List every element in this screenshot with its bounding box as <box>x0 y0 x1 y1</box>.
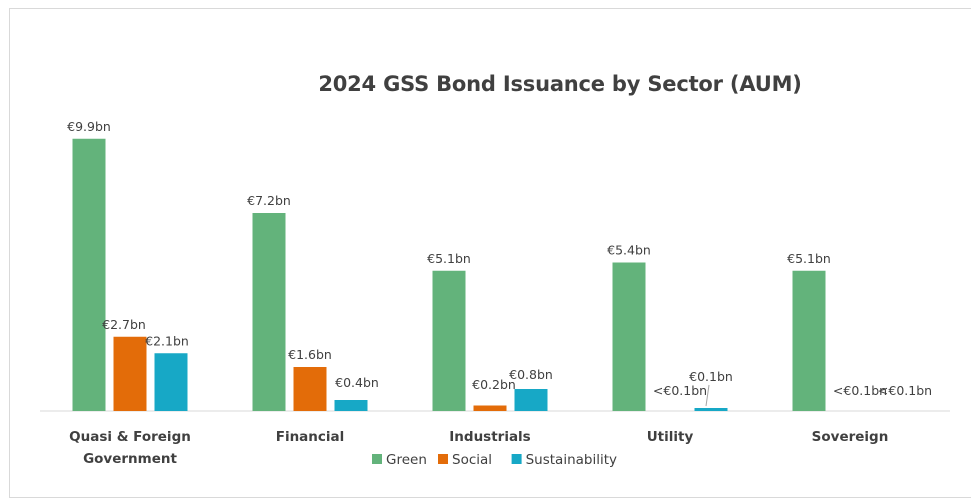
chart-title: 2024 GSS Bond Issuance by Sector (AUM) <box>318 72 802 96</box>
data-label-sustainability-0: €2.1bn <box>145 333 189 348</box>
data-label-sustainability-3: €0.1bn <box>689 369 733 384</box>
category-label-1: Financial <box>276 429 345 445</box>
data-label-social-1: €1.6bn <box>288 347 332 362</box>
bar-sustainability-1 <box>334 400 368 411</box>
bar-sustainability-3 <box>694 408 728 411</box>
bar-social-1 <box>293 367 327 411</box>
bar-green-0 <box>72 138 106 411</box>
legend-label-green: Green <box>386 452 427 468</box>
category-label-0-line1: Government <box>83 451 177 467</box>
bar-green-2 <box>432 270 466 411</box>
data-label-social-4: <€0.1bn <box>833 383 887 398</box>
data-label-green-2: €5.1bn <box>427 251 471 266</box>
bar-green-4 <box>792 270 826 411</box>
bar-sustainability-2 <box>514 389 548 411</box>
bar-green-1 <box>252 213 286 411</box>
bar-green-3 <box>612 262 646 411</box>
data-label-sustainability-2: €0.8bn <box>509 367 553 382</box>
legend-label-sustainability: Sustainability <box>526 452 617 468</box>
bar-chart: €9.9bn €7.2bn €5.1bn €5.4bn €5.1bn €2.7bn €1.6… <box>40 119 950 468</box>
bar-social-2 <box>473 405 507 411</box>
data-label-green-3: €5.4bn <box>607 243 651 258</box>
legend-swatch-green <box>372 454 382 464</box>
data-label-sustainability-1: €0.4bn <box>335 375 379 390</box>
data-label-sustainability-4: <€0.1bn <box>878 383 932 398</box>
data-label-social-2: €0.2bn <box>472 377 516 392</box>
category-label-0: Quasi & Foreign <box>69 429 191 445</box>
bar-sustainability-0 <box>154 353 188 411</box>
data-label-green-4: €5.1bn <box>787 251 831 266</box>
leader-line-3 <box>705 384 710 407</box>
data-label-green-1: €7.2bn <box>247 193 291 208</box>
data-label-social-0: €2.7bn <box>102 317 146 332</box>
category-label-4: Sovereign <box>812 429 889 445</box>
data-label-social-3: <€0.1bn <box>653 383 707 398</box>
category-label-3: Utility <box>647 429 694 445</box>
data-label-green-0: €9.9bn <box>67 119 111 134</box>
bar-social-0 <box>113 336 147 411</box>
legend-swatch-social <box>438 454 448 464</box>
category-label-2: Industrials <box>449 429 530 445</box>
legend-label-social: Social <box>452 452 492 468</box>
legend-swatch-sustainability <box>511 454 522 464</box>
